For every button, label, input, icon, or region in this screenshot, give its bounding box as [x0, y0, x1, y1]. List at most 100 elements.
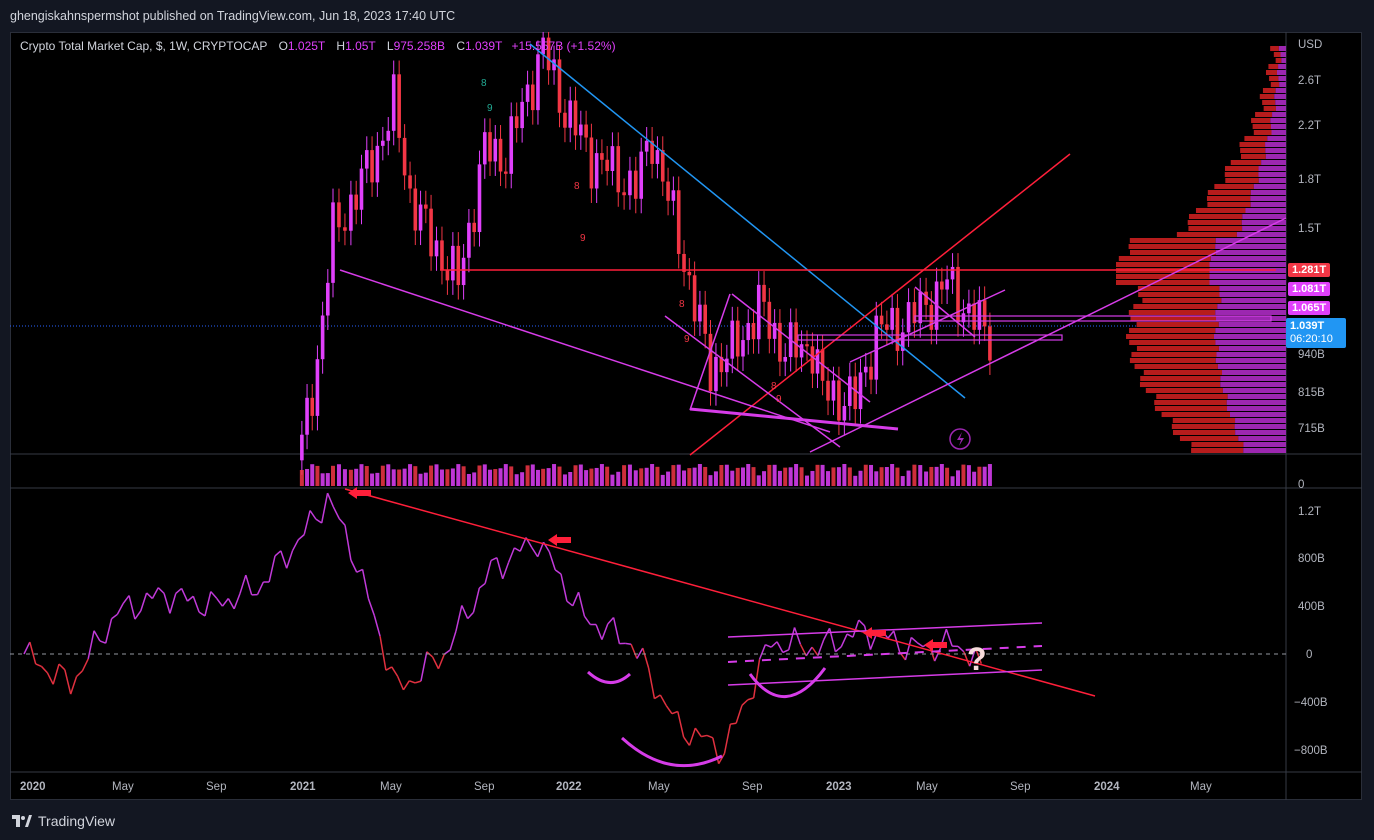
indicator-segment — [455, 605, 463, 632]
chart-frame[interactable] — [10, 32, 1362, 800]
candle-body — [869, 366, 873, 380]
volume-profile-bar-down — [1171, 424, 1235, 429]
price-tick: 1.8T — [1298, 174, 1321, 186]
candle-body — [924, 291, 928, 305]
indicator-segment — [449, 630, 457, 651]
indicator-segment — [414, 680, 422, 684]
candle-body — [477, 164, 482, 233]
volume-profile-bar-down — [1131, 352, 1217, 357]
volume-bar — [461, 466, 466, 486]
volume-bar — [939, 464, 944, 486]
indicator-segment — [245, 574, 253, 596]
volume-bar — [708, 475, 713, 486]
arc-large — [620, 736, 723, 768]
indicator-segment — [175, 587, 183, 595]
ohlc-key: C — [456, 39, 465, 53]
indicator-segment — [625, 642, 632, 645]
volume-bar — [799, 467, 804, 486]
volume-bar — [541, 468, 546, 486]
countdown-value: 06:20:10 — [1290, 333, 1333, 345]
indicator-segment — [647, 667, 656, 699]
candle-body — [424, 204, 428, 209]
candle-body — [751, 323, 756, 340]
indicator-segment — [957, 645, 965, 653]
candle-body — [837, 380, 841, 421]
arrow-1 — [348, 487, 371, 499]
volume-profile-bar-down — [1161, 412, 1231, 417]
indicator-segment — [752, 659, 761, 698]
volume-profile-bar-down — [1265, 70, 1277, 75]
volume-bar — [546, 468, 551, 486]
indicator-segment — [309, 510, 317, 520]
indicator-segment — [344, 525, 352, 561]
indicator-segment — [858, 619, 866, 627]
volume-bar — [671, 465, 676, 486]
indicator-segment — [128, 595, 136, 620]
candle-body — [863, 366, 868, 373]
chart-canvas[interactable]: ? 8 9 8 9 8 9 8 9 USD 2.6T 2.2T 1.8T 1.5… — [10, 32, 1362, 800]
indicator-segment — [116, 603, 124, 615]
candle-body — [900, 332, 905, 351]
volume-bar — [610, 474, 615, 486]
indicator-segment — [887, 630, 895, 639]
volume-profile-bar-down — [1187, 220, 1242, 225]
volume-profile-bar-down — [1188, 226, 1243, 231]
volume-profile-bar-up — [1253, 184, 1286, 189]
td-count: 9 — [776, 394, 782, 405]
candle-body — [918, 291, 923, 324]
volume-profile-bar-up — [1226, 400, 1286, 405]
indicator-segment — [396, 675, 405, 691]
volume-bar — [900, 476, 905, 486]
volume-profile-bar-up — [1274, 94, 1286, 99]
volume-bar — [386, 464, 391, 486]
candle-body — [682, 253, 686, 272]
candle-body — [386, 130, 391, 141]
volume-profile-bar-up — [1278, 64, 1286, 69]
price-trendlines — [339, 43, 1287, 456]
volume-profile-bar-up — [1270, 118, 1286, 123]
symbol-name: Crypto Total Market Cap, $, 1W, CRYPTOCA… — [20, 39, 268, 53]
indicator-segment — [402, 680, 410, 691]
volume-profile-bar-down — [1130, 316, 1217, 321]
volume-profile-bar-down — [1273, 52, 1281, 57]
volume-profile-bar-down — [1262, 100, 1276, 105]
candle-body — [525, 84, 530, 102]
bottom-bar — [0, 800, 1374, 840]
indicator-segment — [910, 636, 918, 644]
volume-profile-bar-up — [1214, 334, 1286, 339]
candle-body — [972, 303, 976, 330]
volume-profile-bar-down — [1252, 124, 1271, 129]
candle-body — [666, 181, 670, 201]
indicator-segment — [437, 653, 445, 670]
candle-body — [929, 304, 934, 330]
volume-profile-bar-down — [1129, 328, 1216, 333]
indicator-segment — [548, 551, 556, 571]
indicator-annotations — [10, 488, 1286, 768]
volume-bar — [520, 472, 525, 486]
indicator-segment — [496, 557, 504, 580]
indicator-segment — [58, 663, 66, 671]
ohlc-value: 1.025T — [287, 39, 326, 53]
indicator-segment — [566, 600, 574, 607]
volume-bar — [578, 464, 583, 486]
volume-profile-bar-up — [1215, 244, 1286, 249]
td-count: 9 — [580, 233, 586, 244]
volume-bar — [605, 466, 610, 486]
indicator-segment — [665, 704, 673, 715]
indicator-segment — [169, 593, 177, 614]
indicator-segment — [256, 581, 265, 595]
indicator-segment — [180, 588, 189, 602]
volume-bar — [972, 471, 977, 486]
candle-body — [337, 202, 341, 228]
volume-bar — [847, 467, 852, 486]
indicator-segment — [513, 547, 521, 552]
indicator-tick: 800B — [1298, 553, 1325, 565]
candle-body — [783, 357, 788, 362]
indicator-segment — [40, 665, 48, 674]
td-count: 8 — [679, 299, 685, 310]
volume-bar — [589, 468, 594, 486]
indicator-segment — [723, 723, 732, 754]
indicator-segment — [151, 587, 159, 599]
brand[interactable]: TradingView — [12, 813, 115, 829]
top-bar: ghengiskahnspermshot published on Tradin… — [0, 0, 1374, 32]
